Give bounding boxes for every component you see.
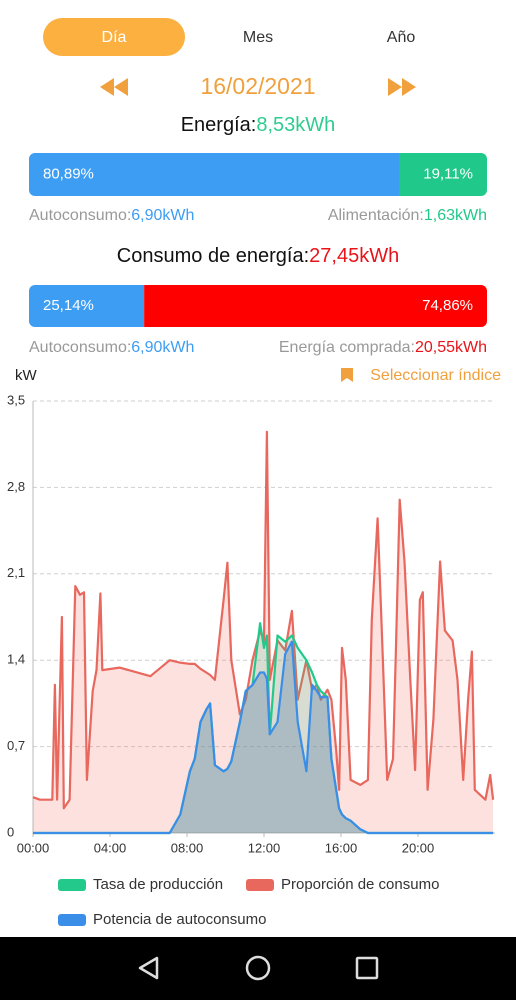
x-tick-label: 04:00 — [94, 840, 127, 855]
energy-right: Alimentación:1,63kWh — [328, 207, 487, 224]
tab[interactable]: Día — [102, 29, 127, 46]
nav-back[interactable] — [138, 956, 159, 980]
value: 6,90kWh — [131, 339, 194, 356]
x-tick-label: 12:00 — [248, 840, 281, 855]
energy-label: Energía: — [181, 114, 257, 136]
label: Energía comprada: — [279, 339, 415, 356]
x-tick-label: 20:00 — [402, 840, 435, 855]
legend-label: Potencia de autoconsumo — [93, 911, 266, 928]
value: 20,55kWh — [415, 339, 487, 356]
y-tick-label: 2,1 — [7, 565, 25, 580]
segment-label: 74,86% — [422, 297, 473, 314]
consumption-bar: 25,14% 74,86% — [29, 285, 487, 327]
x-tick-label: 16:00 — [325, 840, 358, 855]
y-tick-label: 0,7 — [7, 738, 25, 753]
consumption-value: 27,45kWh — [309, 245, 399, 267]
consumption-right: Energía comprada:20,55kWh — [279, 339, 487, 356]
legend-label: Tasa de producción — [93, 876, 223, 893]
select-icon[interactable] — [341, 368, 353, 382]
nav-bar — [0, 937, 516, 1000]
active-tab-pill[interactable] — [43, 18, 185, 56]
chart: 0 0,7 1,4 2,1 2,8 3,5 00:00 04:00 08:00 12:00 16:0… — [7, 392, 495, 855]
next-button[interactable] — [388, 78, 416, 96]
x-tick-label: 00:00 — [17, 840, 50, 855]
label: Autoconsumo: — [29, 207, 131, 224]
y-tick-label: 1,4 — [7, 652, 25, 667]
consumption-label: Consumo de energía: — [117, 245, 309, 267]
legend-swatch — [58, 879, 86, 891]
bar-segment — [29, 153, 400, 196]
y-tick-label: 0 — [7, 824, 14, 839]
label: Autoconsumo: — [29, 339, 131, 356]
x-tick-label: 08:00 — [171, 840, 204, 855]
energy-value: 8,53kWh — [256, 114, 335, 136]
label: Alimentación: — [328, 207, 424, 224]
series-line — [32, 430, 495, 810]
select-index[interactable]: Seleccionar índice — [370, 367, 501, 384]
value: 1,63kWh — [424, 207, 487, 224]
legend-swatch — [58, 914, 86, 926]
legend-label: Proporción de consumo — [281, 876, 439, 893]
nav-recent[interactable] — [355, 956, 379, 980]
bar-segment — [29, 285, 145, 327]
date[interactable]: 16/02/2021 — [200, 73, 315, 99]
prev-button[interactable] — [100, 78, 128, 96]
y-tick-label: 3,5 — [7, 392, 25, 407]
series-line — [33, 640, 494, 835]
legend-swatch — [246, 879, 274, 891]
consumption-heading: Consumo de energía:27,45kWh — [117, 245, 399, 267]
segment-label: 25,14% — [43, 297, 94, 314]
tab[interactable]: Año — [387, 29, 416, 46]
nav-home[interactable] — [245, 955, 271, 981]
y-tick-label: 2,8 — [7, 479, 25, 494]
energy-bar: 80,89% 19,11% — [29, 153, 487, 196]
value: 6,90kWh — [131, 207, 194, 224]
energy-left: Autoconsumo:6,90kWh — [29, 207, 194, 224]
area-fill — [33, 623, 494, 833]
bar-segment — [144, 285, 487, 327]
consumption-left: Autoconsumo:6,90kWh — [29, 339, 194, 356]
energy-heading: Energía:8,53kWh — [181, 114, 336, 136]
area-fill — [33, 641, 494, 833]
y-unit: kW — [15, 367, 38, 384]
segment-label: 19,11% — [423, 165, 473, 182]
segment-label: 80,89% — [43, 165, 94, 182]
bar-segment — [399, 153, 487, 196]
tab[interactable]: Mes — [243, 29, 273, 46]
